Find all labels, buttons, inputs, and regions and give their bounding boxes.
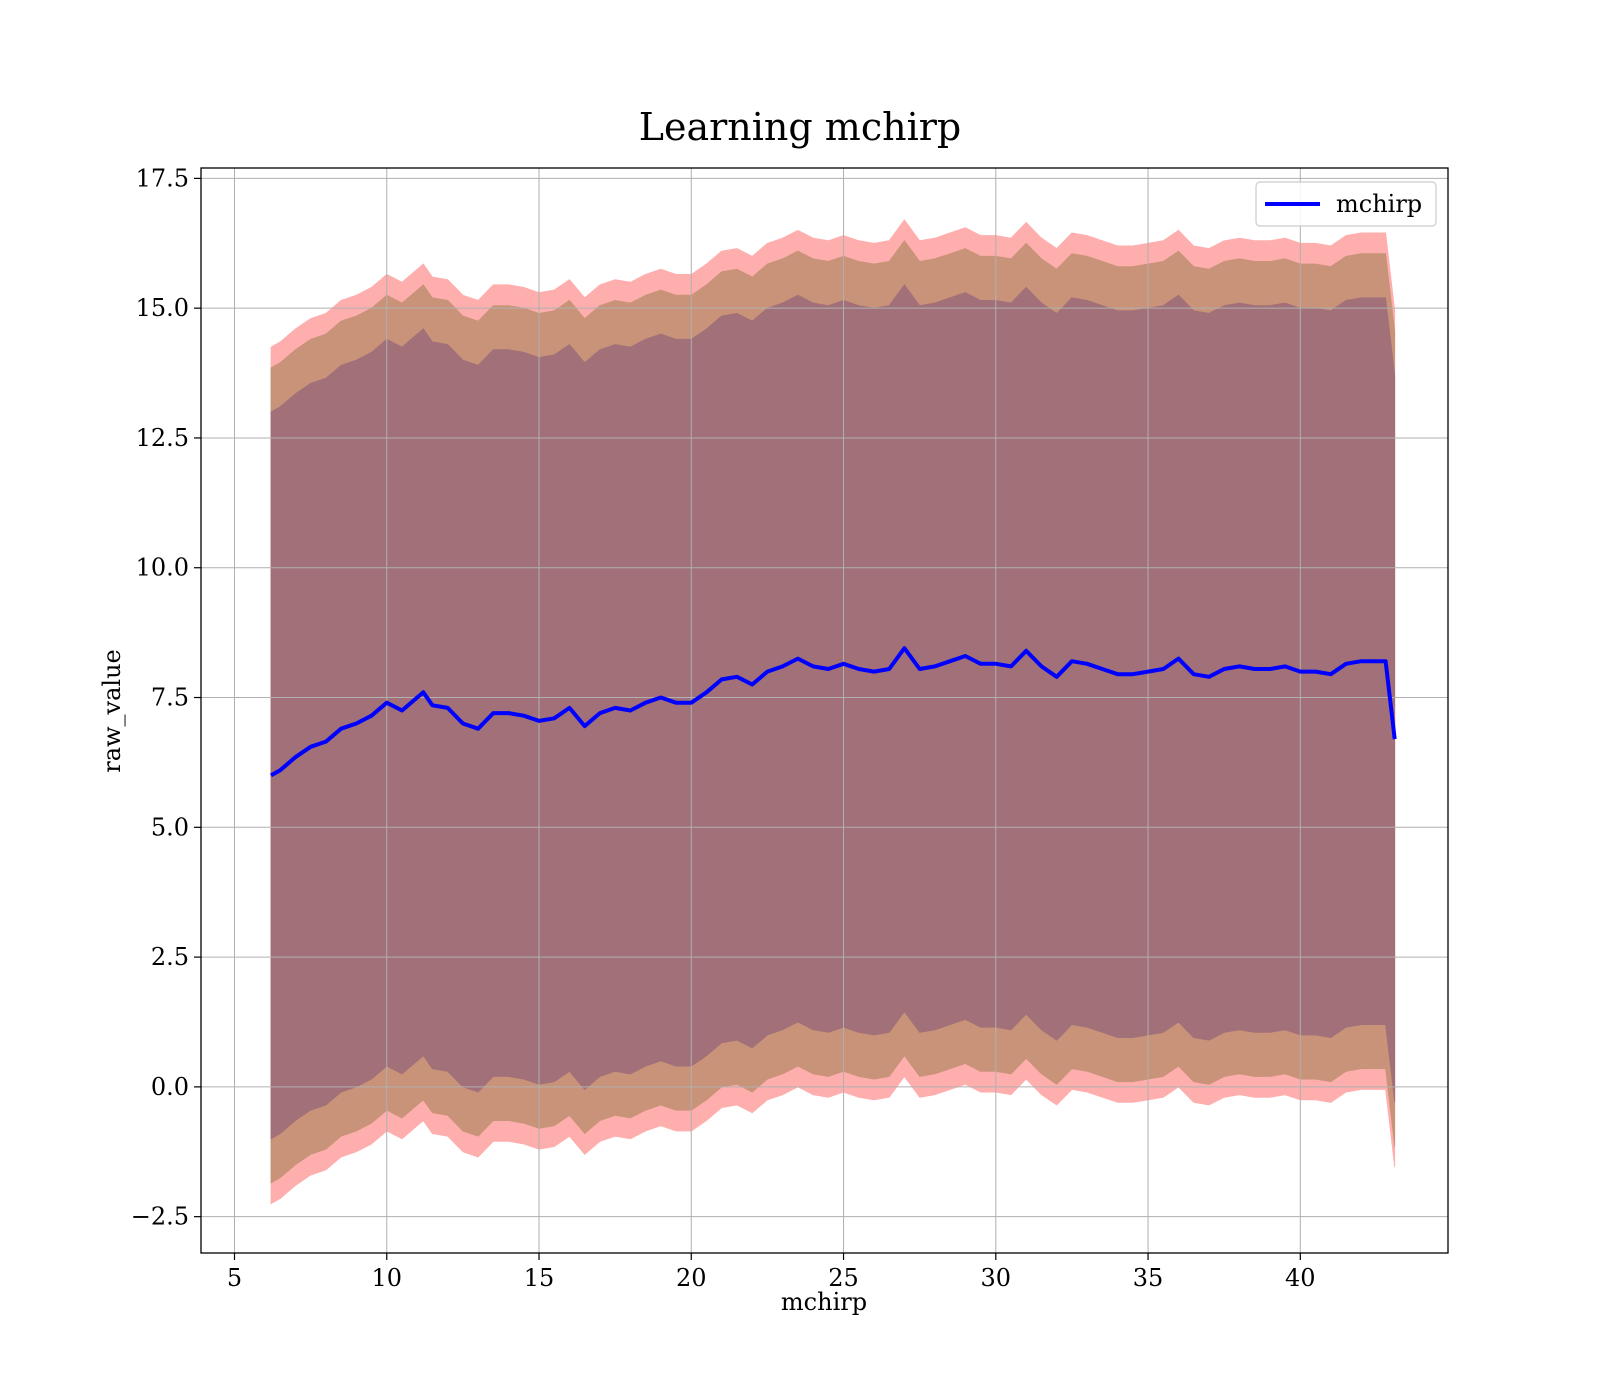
plot-frame	[200, 167, 1449, 1254]
confidence-bands	[270, 219, 1396, 1205]
plot-area	[200, 167, 1449, 1254]
x-tick-label: 25	[828, 1264, 859, 1292]
legend: mchirp	[1255, 181, 1437, 227]
x-tick-label: 20	[676, 1264, 707, 1292]
y-tick-label: 0.0	[151, 1073, 189, 1101]
x-tick-label: 15	[524, 1264, 555, 1292]
y-tick-label: 7.5	[151, 684, 189, 712]
x-axis-ticks: 5 10 15 20 25 30 35 40	[227, 1253, 1316, 1292]
y-axis-label: raw_value	[98, 649, 126, 773]
x-tick-label: 5	[227, 1264, 242, 1292]
x-tick-label: 35	[1133, 1264, 1164, 1292]
series-line-mchirp	[270, 646, 1397, 778]
x-axis-label: mchirp	[781, 1288, 867, 1316]
y-tick-label: 15.0	[136, 294, 189, 322]
chart-title: Learning mchirp	[639, 105, 961, 149]
x-tick-label: 10	[371, 1264, 402, 1292]
x-tick-label: 40	[1285, 1264, 1316, 1292]
legend-box	[1255, 181, 1437, 227]
legend-label-mchirp: mchirp	[1336, 190, 1422, 218]
band-1sigma	[270, 284, 1396, 1140]
y-tick-label: 12.5	[136, 424, 189, 452]
y-tick-label: −2.5	[131, 1203, 189, 1231]
y-tick-label: 2.5	[151, 943, 189, 971]
x-tick-label: 30	[981, 1264, 1012, 1292]
y-tick-label: 5.0	[151, 813, 189, 841]
y-tick-label: 17.5	[136, 164, 189, 192]
grid	[201, 168, 1448, 1253]
series-lines	[270, 646, 1397, 778]
y-axis-ticks: −2.5 0.0 2.5 5.0 7.5 10.0 12.5 15.0 17.5	[131, 164, 201, 1231]
y-tick-label: 10.0	[136, 554, 189, 582]
